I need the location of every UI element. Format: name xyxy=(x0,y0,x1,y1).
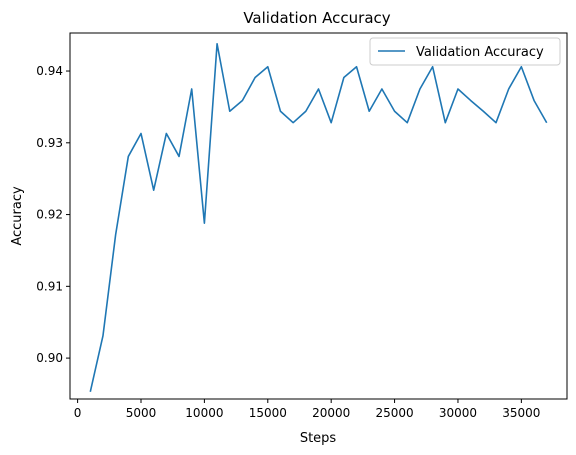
y-tick-label: 0.94 xyxy=(36,64,63,78)
x-axis-label: Steps xyxy=(300,431,337,446)
x-tick-label: 15000 xyxy=(249,406,287,420)
x-tick-label: 20000 xyxy=(312,406,350,420)
y-tick-label: 0.91 xyxy=(36,279,63,293)
y-tick-label: 0.90 xyxy=(36,351,63,365)
x-tick-label: 25000 xyxy=(375,406,413,420)
y-tick-label: 0.92 xyxy=(36,208,63,222)
y-tick-label: 0.93 xyxy=(36,136,63,150)
x-tick-label: 0 xyxy=(74,406,82,420)
x-tick-label: 5000 xyxy=(126,406,157,420)
chart-title: Validation Accuracy xyxy=(243,9,390,27)
x-tick-label: 35000 xyxy=(502,406,540,420)
x-tick-label: 10000 xyxy=(185,406,223,420)
y-axis-label: Accuracy xyxy=(10,186,25,246)
legend-label: Validation Accuracy xyxy=(416,45,544,60)
x-tick-label: 30000 xyxy=(439,406,477,420)
legend: Validation Accuracy xyxy=(370,38,560,65)
